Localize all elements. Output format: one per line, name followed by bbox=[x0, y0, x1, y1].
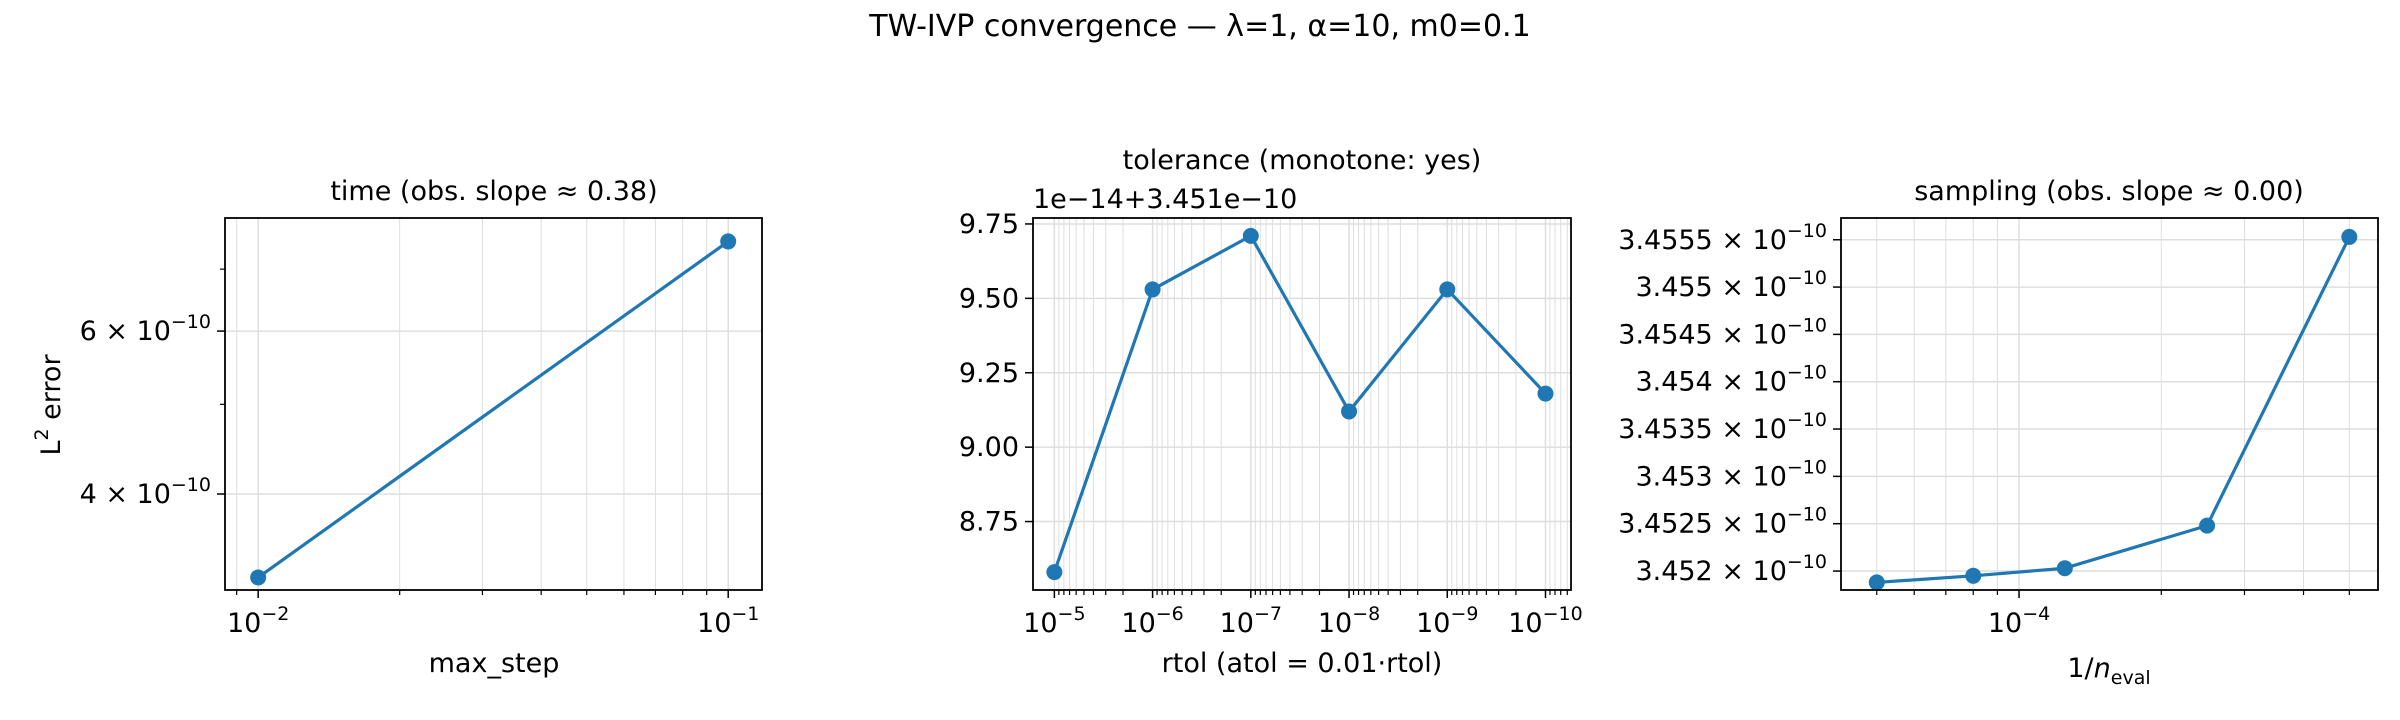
sampling-data-point bbox=[2056, 560, 2073, 577]
tolerance-data-point bbox=[1537, 385, 1554, 402]
time-y-tick-label: 6 × 10−10 bbox=[80, 311, 211, 347]
tolerance-panel: tolerance (monotone: yes) 1e−14+3.451e−1… bbox=[959, 145, 1583, 679]
tolerance-y-tick-label: 9.00 bbox=[959, 432, 1019, 463]
time-panel-xlabel: max_step bbox=[429, 648, 560, 679]
sampling-y-tick-label: 3.4545 × 10−10 bbox=[1618, 314, 1827, 350]
time-grid bbox=[225, 218, 762, 590]
tolerance-grid bbox=[1033, 218, 1571, 590]
tolerance-panel-title: tolerance (monotone: yes) bbox=[1123, 145, 1482, 176]
sampling-data-point bbox=[1965, 567, 1982, 584]
tolerance-x-tick-label: 10−5 bbox=[1023, 603, 1085, 639]
time-data-point bbox=[250, 569, 267, 586]
tolerance-offset-text: 1e−14+3.451e−10 bbox=[1033, 184, 1297, 215]
tolerance-x-tick-label: 10−8 bbox=[1318, 603, 1380, 639]
time-x-tick-label: 10−1 bbox=[697, 603, 759, 639]
time-series-line bbox=[257, 240, 730, 579]
tolerance-y-tick-label: 8.75 bbox=[959, 507, 1019, 538]
sampling-data-point bbox=[1868, 574, 1885, 591]
tolerance-axes-frame bbox=[1032, 217, 1572, 591]
tolerance-data-point bbox=[1046, 564, 1063, 581]
time-x-tick-label: 10−2 bbox=[227, 603, 289, 639]
tolerance-data-point bbox=[1144, 281, 1161, 298]
tolerance-data-point bbox=[1341, 403, 1358, 420]
tolerance-x-tick-label: 10−10 bbox=[1508, 603, 1582, 639]
time-data-point bbox=[720, 233, 737, 250]
sampling-y-tick-label: 3.4525 × 10−10 bbox=[1618, 504, 1827, 540]
tolerance-y-tick-label: 9.50 bbox=[959, 283, 1019, 314]
time-panel-title: time (obs. slope ≈ 0.38) bbox=[330, 176, 657, 207]
sampling-panel: sampling (obs. slope ≈ 0.00) 1/neval 10−… bbox=[1618, 176, 2379, 689]
sampling-y-tick-label: 3.454 × 10−10 bbox=[1635, 362, 1827, 398]
sampling-y-tick-label: 3.4535 × 10−10 bbox=[1618, 409, 1827, 445]
tolerance-data-point bbox=[1242, 227, 1259, 244]
tolerance-y-tick-label: 9.25 bbox=[959, 358, 1019, 389]
tolerance-x-tick-label: 10−6 bbox=[1121, 603, 1183, 639]
sampling-grid bbox=[1841, 218, 2378, 590]
time-panel-ylabel: L2 error bbox=[31, 354, 67, 456]
tolerance-panel-xlabel: rtol (atol = 0.01·rtol) bbox=[1162, 648, 1443, 679]
figure-title: TW-IVP convergence — λ=1, α=10, m0=0.1 bbox=[868, 9, 1530, 44]
time-y-tick-label: 4 × 10−10 bbox=[80, 474, 211, 510]
tolerance-series-line bbox=[1052, 234, 1547, 573]
sampling-axes-frame bbox=[1840, 217, 2379, 591]
tolerance-y-tick-label: 9.75 bbox=[959, 209, 1019, 240]
sampling-data-point bbox=[2199, 517, 2216, 534]
time-axes-frame bbox=[224, 217, 763, 591]
sampling-series-line bbox=[1876, 236, 2351, 585]
sampling-y-tick-label: 3.453 × 10−10 bbox=[1635, 456, 1827, 492]
sampling-y-tick-label: 3.4555 × 10−10 bbox=[1618, 220, 1827, 256]
tolerance-x-tick-label: 10−7 bbox=[1220, 603, 1282, 639]
time-panel: time (obs. slope ≈ 0.38) max_step L2 err… bbox=[31, 176, 763, 679]
sampling-y-tick-label: 3.452 × 10−10 bbox=[1635, 551, 1827, 587]
tolerance-x-tick-label: 10−9 bbox=[1416, 603, 1478, 639]
sampling-y-tick-label: 3.455 × 10−10 bbox=[1635, 267, 1827, 303]
tolerance-data-point bbox=[1439, 281, 1456, 298]
sampling-panel-xlabel: 1/neval bbox=[2067, 653, 2150, 689]
sampling-x-tick-label: 10−4 bbox=[1988, 603, 2050, 639]
sampling-data-point bbox=[2341, 228, 2358, 245]
sampling-panel-title: sampling (obs. slope ≈ 0.00) bbox=[1914, 176, 2304, 207]
